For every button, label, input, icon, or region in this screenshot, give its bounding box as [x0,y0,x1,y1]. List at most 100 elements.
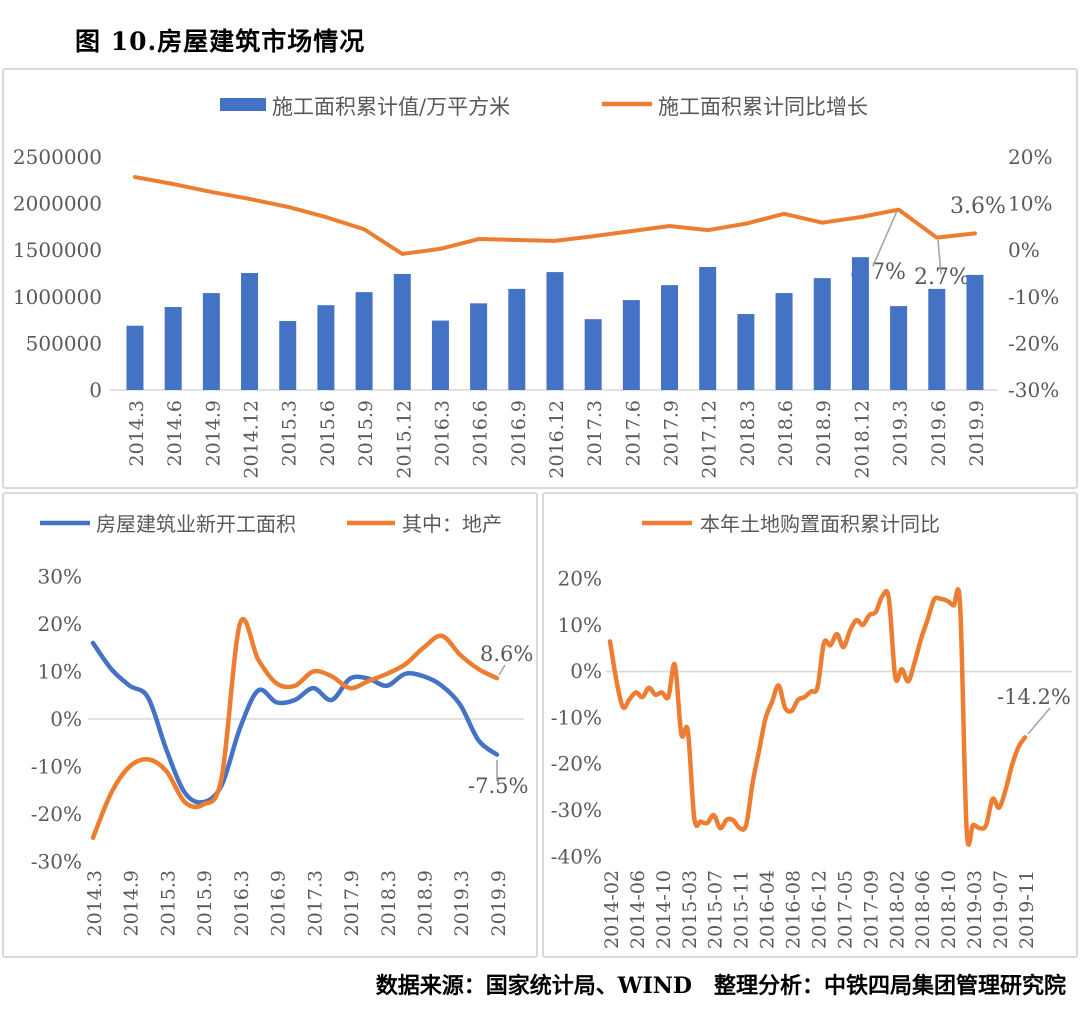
annotation-label: -7.5% [468,774,528,798]
bar [966,274,984,390]
x-tick-label: 2019.3 [890,400,912,466]
y-tick-label: 0% [1008,238,1040,262]
x-tick-label: 2018.12 [851,400,873,479]
annotation-label: 8.6% [480,642,533,666]
legend: 施工面积累计值/万平方米 施工面积累计同比增长 [220,95,868,119]
annotations: 8.6% -7.5% [468,642,533,798]
x-tick-label: 2015.3 [279,400,301,466]
x-tick-label: 2019-07 [990,870,1012,949]
annotation-leader [1027,707,1051,735]
x-tick-label: 2019.9 [966,400,988,466]
x-tick-label: 2019.9 [488,870,510,936]
y-tick-label: 0% [50,707,82,731]
x-tick-label: 2018-10 [938,870,960,949]
bar [851,257,869,390]
yoy-line [133,175,977,256]
x-tick-label: 2018.9 [414,870,436,936]
x-tick-label: 2016.9 [508,400,530,466]
x-tick-label: 2016.3 [231,870,253,936]
y-tick-label: 1000000 [13,285,102,309]
x-tick-label: 2017-09 [860,870,882,949]
x-tick-label: 2016.9 [268,870,290,936]
legend: 房屋建筑业新开工面积 其中：地产 [40,512,502,536]
x-tick-label: 2014.9 [202,400,224,466]
x-tick-label: 2017.9 [661,400,683,466]
annotation-label: 2.7% [914,265,970,290]
x-tick-label: 2017.6 [622,400,644,466]
bar [470,303,488,390]
y-tick-label: 1500000 [13,238,102,262]
legend-label: 本年土地购置面积累计同比 [700,512,940,536]
x-tick-label: 2016-04 [757,870,779,949]
x-tick-label: 2018.3 [737,400,759,466]
bar [508,288,526,390]
x-tick-label: 2014.9 [121,870,143,936]
land-purchase-chart: 本年土地购置面积累计同比 20% 10% 0% -10% -20% -30% -40% -14.… [551,512,1072,949]
page-title: 图 10.房屋建筑市场情况 [75,27,366,56]
annotation-label: 3.6% [950,194,1006,219]
y-tick-label: -20% [551,752,602,776]
bar [699,266,717,390]
starts-line [90,640,500,805]
bar [279,321,297,390]
x-axis-labels: 2014-02 2014-06 2014-10 2015-03 2015-07 2015-… [601,870,1038,949]
y-tick-label: 30% [38,565,82,589]
x-tick-label: 2016.12 [546,400,568,479]
x-tick-label: 2019-03 [964,870,986,949]
x-tick-label: 2018.6 [775,400,797,466]
y-tick-label: 2000000 [13,192,102,216]
legend-label: 施工面积累计值/万平方米 [272,95,510,119]
bar [546,272,564,390]
bar [431,320,449,390]
legend-label: 施工面积累计同比增长 [658,95,868,119]
y-tick-label: -40% [551,844,602,868]
land-purchase-chart-panel: 本年土地购置面积累计同比 20% 10% 0% -10% -20% -30% -40% -14.… [542,492,1078,958]
x-tick-label: 2018-06 [912,870,934,949]
x-tick-label: 2014.3 [126,400,148,466]
x-tick-label: 2019-11 [1016,870,1038,949]
y-axis: 30% 20% 10% 0% -10% -20% -30% [31,565,82,874]
y-tick-label: -10% [1008,285,1059,309]
x-tick-label: 2015.12 [393,400,415,479]
bar [202,293,220,390]
annotation-leader [498,664,506,676]
x-tick-label: 2015-11 [731,870,753,949]
x-tick-label: 2018.3 [378,870,400,936]
bar [126,325,144,390]
y-tick-label: -30% [31,850,82,874]
y-tick-label: 10% [38,660,82,684]
annotation-label: -14.2% [997,685,1071,709]
x-tick-label: 2019.6 [928,400,950,466]
x-tick-label: 2015.9 [194,870,216,936]
x-tick-label: 2019.3 [451,870,473,936]
bar [584,319,602,390]
x-axis-labels: 2014.3 2014.9 2015.3 2015.9 2016.3 2016.9 2017… [84,870,510,936]
x-tick-label: 2015-07 [705,870,727,949]
bar [317,305,335,390]
x-tick-label: 2017.12 [699,400,721,479]
bar [164,307,182,390]
bar [890,306,908,390]
x-tick-label: 2017.9 [341,870,363,936]
x-tick-label: 2015-03 [679,870,701,949]
bar [737,314,755,390]
bar [661,285,679,390]
legend-label: 其中：地产 [402,512,502,536]
y-tick-label: 0% [570,659,602,683]
y-tick-label: -10% [31,755,82,779]
y-tick-label: 500000 [26,331,102,355]
x-tick-label: 2016.3 [431,400,453,466]
bars [126,257,984,390]
x-tick-label: 2014-10 [653,870,675,949]
y-tick-label: 20% [38,612,82,636]
x-tick-label: 2014.12 [241,400,263,479]
annotations: -14.2% [997,685,1071,735]
y-tick-label: 0 [89,378,102,402]
x-tick-label: 2015.6 [317,400,339,466]
x-tick-label: 2016.6 [470,400,492,466]
source-note: 数据来源：国家统计局、WIND 整理分析：中铁四局集团管理研究院 [375,973,1066,999]
annotation-leaders [872,210,942,275]
y-tick-label: -30% [551,798,602,822]
construction-area-chart-panel: 施工面积累计值/万平方米 施工面积累计同比增长 2500000 2000000 1500… [2,68,1078,489]
x-tick-label: 2018.9 [813,400,835,466]
